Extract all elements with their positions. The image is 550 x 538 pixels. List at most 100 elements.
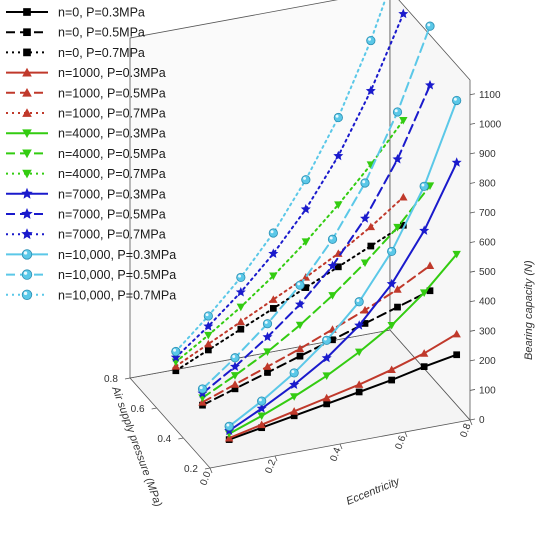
legend-item: n=0, P=0.5MPa (6, 26, 145, 40)
data-point (21, 249, 33, 260)
z-tick-mark (469, 241, 476, 244)
legend-label: n=7000, P=0.7MPa (58, 228, 166, 242)
legend-label: n=0, P=0.5MPa (58, 26, 145, 40)
series-11 (170, 8, 409, 362)
x-tick-mark (404, 431, 408, 438)
data-point (236, 272, 246, 283)
legend-item: n=4000, P=0.7MPa (6, 167, 166, 181)
data-point (302, 284, 310, 291)
data-point (334, 201, 343, 209)
data-point (354, 297, 364, 307)
data-point (360, 213, 370, 223)
data-point-highlight (232, 355, 236, 358)
y-tick-label: 0.2 (184, 464, 198, 475)
data-point (295, 344, 305, 353)
legend-label: n=7000, P=0.3MPa (58, 187, 166, 201)
data-point (203, 321, 214, 331)
data-point (262, 319, 273, 329)
legend-item: n=1000, P=0.5MPa (6, 86, 166, 100)
data-point (360, 305, 370, 314)
data-point-highlight (394, 109, 398, 113)
data-point (171, 346, 181, 357)
data-point-highlight (173, 348, 177, 352)
legend-label: n=7000, P=0.5MPa (58, 208, 166, 222)
data-point (22, 169, 32, 179)
series-line (174, 12, 405, 359)
series-line (201, 84, 431, 395)
data-point (22, 108, 32, 117)
y-tick-label: 0.4 (157, 434, 171, 445)
data-point (268, 228, 278, 238)
data-point (22, 67, 32, 77)
data-point-highlight (388, 248, 392, 252)
data-point (387, 321, 396, 330)
legend-item: n=4000, P=0.3MPa (6, 127, 166, 141)
chart-legend: n=0, P=0.3MPa n=0, P=0.5MPa n=0, P=0.7MPa n… (6, 6, 176, 302)
z-tick-label: 500 (479, 267, 496, 278)
data-point (21, 187, 33, 199)
data-point (425, 21, 435, 31)
x-tick-mark (274, 455, 278, 462)
legend-item: n=4000, P=0.5MPa (6, 147, 166, 161)
data-point (230, 353, 240, 363)
series-line (201, 264, 431, 404)
data-point (333, 112, 343, 123)
data-point (22, 149, 32, 159)
legend-label: n=4000, P=0.5MPa (58, 147, 166, 161)
data-point (419, 181, 429, 191)
side-wall (389, 0, 471, 422)
data-point (399, 116, 408, 125)
legend-item: n=1000, P=0.7MPa (6, 107, 166, 121)
legend-label: n=10,000, P=0.5MPa (58, 268, 176, 282)
data-point (360, 259, 370, 268)
data-point (419, 349, 429, 357)
legend-item: n=10,000, P=0.3MPa (6, 248, 176, 262)
data-point (366, 35, 376, 46)
data-point (21, 228, 33, 240)
x-tick-label: 0.6 (393, 434, 408, 451)
data-point (269, 305, 277, 312)
data-point (21, 269, 33, 280)
data-point-highlight (23, 271, 28, 275)
z-tick-label: 200 (479, 356, 496, 367)
z-tick-mark (469, 329, 476, 332)
data-point-highlight (421, 183, 425, 187)
data-point (426, 287, 434, 295)
series-13 (197, 21, 435, 394)
y-tick-mark (178, 437, 184, 440)
data-point-highlight (427, 23, 431, 27)
data-point (172, 367, 180, 375)
data-point (419, 289, 429, 297)
data-point (388, 376, 396, 384)
data-point (170, 352, 181, 362)
data-point (419, 225, 430, 235)
data-point (197, 384, 208, 394)
data-point (399, 192, 408, 201)
z-tick-mark (469, 122, 476, 125)
data-point (327, 260, 338, 271)
legend-label: n=0, P=0.7MPa (58, 46, 145, 60)
z-tick-mark (469, 182, 476, 184)
legend-item: n=7000, P=0.3MPa (6, 187, 166, 201)
data-point (367, 242, 375, 250)
data-point-highlight (23, 291, 28, 296)
data-point-highlight (329, 236, 333, 240)
data-point (365, 85, 376, 96)
data-point (290, 412, 298, 420)
series-14 (171, 0, 387, 357)
series-line (201, 289, 431, 407)
data-point-highlight (238, 274, 242, 278)
data-point-highlight (453, 97, 457, 101)
series-line (174, 119, 405, 363)
z-axis-label: Bearing capacity (N) (523, 260, 535, 360)
chart-series (170, 0, 462, 443)
data-point (23, 48, 31, 57)
z-tick-mark (469, 211, 476, 214)
data-point-highlight (303, 176, 307, 180)
x-tick-mark (209, 467, 213, 474)
data-point (329, 336, 336, 344)
data-point (361, 320, 369, 327)
legend-label: n=4000, P=0.7MPa (58, 167, 166, 181)
